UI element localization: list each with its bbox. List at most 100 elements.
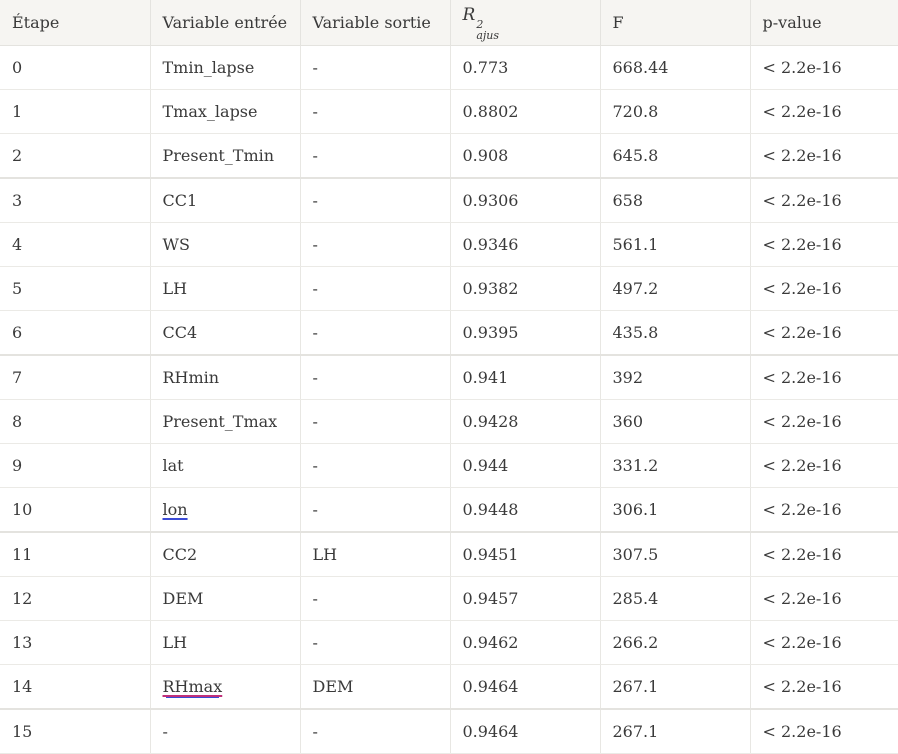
cell-r2-ajus: 0.9448 [450, 487, 601, 533]
cell-variable-sortie-text: - [312, 500, 318, 519]
cell-p-value-text: < 2.2e-16 [762, 146, 842, 165]
cell-r2-ajus: 0.8802 [450, 89, 601, 134]
cell-r2-ajus: 0.9464 [450, 664, 601, 710]
table-row: 8 Present_Tmax - 0.9428 360 < 2.2e-16 [0, 399, 898, 444]
cell-variable-sortie: - [300, 708, 451, 754]
cell-f: 285.4 [600, 576, 751, 621]
cell-p-value: < 2.2e-16 [750, 310, 898, 356]
cell-variable-sortie: - [300, 620, 451, 665]
cell-r2-ajus-text: 0.941 [462, 368, 509, 387]
header-etape: Étape [0, 0, 151, 46]
cell-etape: 7 [0, 354, 151, 400]
cell-f-text: 267.1 [612, 677, 659, 696]
cell-r2-ajus: 0.9451 [450, 531, 601, 577]
cell-p-value-text: < 2.2e-16 [762, 412, 842, 431]
cell-r2-ajus-text: 0.9464 [462, 677, 519, 696]
cell-p-value: < 2.2e-16 [750, 664, 898, 710]
cell-etape-text: 7 [12, 368, 23, 387]
cell-f-text: 266.2 [612, 633, 659, 652]
table-body: 0 Tmin_lapse - 0.773 668.44 < 2.2e-16 1 Tmax_la… [0, 45, 898, 754]
cell-etape-text: 0 [12, 58, 23, 77]
cell-p-value: < 2.2e-16 [750, 576, 898, 621]
cell-r2-ajus: 0.773 [450, 45, 601, 90]
cell-r2-ajus: 0.9306 [450, 177, 601, 223]
table-row: 3 CC1 - 0.9306 658 < 2.2e-16 [0, 177, 898, 223]
cell-variable-sortie: - [300, 310, 451, 356]
cell-variable-entree: RHmax [150, 664, 301, 710]
cell-r2-ajus: 0.9382 [450, 266, 601, 311]
cell-etape: 11 [0, 531, 151, 577]
cell-etape-text: 11 [12, 545, 33, 564]
cell-f: 266.2 [600, 620, 751, 665]
cell-variable-sortie-text: - [312, 368, 318, 387]
cell-p-value: < 2.2e-16 [750, 708, 898, 754]
cell-r2-ajus: 0.908 [450, 133, 601, 179]
table-row: 7 RHmin - 0.941 392 < 2.2e-16 [0, 354, 898, 400]
cell-f: 331.2 [600, 443, 751, 488]
cell-variable-entree: DEM [150, 576, 301, 621]
cell-variable-entree: Present_Tmax [150, 399, 301, 444]
cell-f-text: 267.1 [612, 722, 659, 741]
cell-variable-entree: LH [150, 620, 301, 665]
cell-f: 497.2 [600, 266, 751, 311]
cell-p-value: < 2.2e-16 [750, 45, 898, 90]
cell-variable-sortie-text: - [312, 58, 318, 77]
cell-r2-ajus-text: 0.9382 [462, 279, 519, 298]
cell-variable-sortie-text: - [312, 323, 318, 342]
cell-r2-ajus-text: 0.9451 [462, 545, 519, 564]
cell-variable-entree-text: Tmin_lapse [162, 58, 255, 77]
cell-p-value: < 2.2e-16 [750, 531, 898, 577]
table-row: 4 WS - 0.9346 561.1 < 2.2e-16 [0, 222, 898, 267]
cell-f-text: 360 [612, 412, 644, 431]
cell-f: 668.44 [600, 45, 751, 90]
r2-ajus-symbol: R 2 ajus [462, 4, 500, 42]
cell-r2-ajus-text: 0.9462 [462, 633, 519, 652]
cell-etape-text: 4 [12, 235, 23, 254]
cell-etape: 8 [0, 399, 151, 444]
cell-p-value-text: < 2.2e-16 [762, 102, 842, 121]
cell-f: 307.5 [600, 531, 751, 577]
cell-variable-sortie-text: - [312, 102, 318, 121]
cell-etape: 4 [0, 222, 151, 267]
cell-variable-entree-text: DEM [162, 589, 204, 608]
cell-f: 645.8 [600, 133, 751, 179]
cell-variable-sortie-text: LH [312, 545, 338, 564]
cell-variable-sortie: - [300, 443, 451, 488]
cell-etape-text: 6 [12, 323, 23, 342]
table-row: 2 Present_Tmin - 0.908 645.8 < 2.2e-16 [0, 133, 898, 179]
cell-f: 306.1 [600, 487, 751, 533]
cell-r2-ajus-text: 0.9448 [462, 500, 519, 519]
cell-etape: 9 [0, 443, 151, 488]
cell-etape-text: 14 [12, 677, 33, 696]
cell-variable-entree-text: WS [162, 235, 190, 254]
table-row: 0 Tmin_lapse - 0.773 668.44 < 2.2e-16 [0, 45, 898, 90]
table-row: 14 RHmax DEM 0.9464 267.1 < 2.2e-16 [0, 664, 898, 710]
cell-variable-entree: RHmin [150, 354, 301, 400]
cell-p-value: < 2.2e-16 [750, 89, 898, 134]
cell-r2-ajus-text: 0.773 [462, 58, 509, 77]
cell-variable-entree-text: RHmax [162, 677, 223, 696]
cell-p-value-text: < 2.2e-16 [762, 323, 842, 342]
cell-f: 720.8 [600, 89, 751, 134]
cell-variable-entree-text: LH [162, 633, 188, 652]
cell-f-text: 497.2 [612, 279, 659, 298]
cell-p-value-text: < 2.2e-16 [762, 191, 842, 210]
cell-p-value-text: < 2.2e-16 [762, 368, 842, 387]
cell-variable-entree-text: CC2 [162, 545, 198, 564]
cell-r2-ajus-text: 0.9306 [462, 191, 519, 210]
cell-variable-entree: lon [150, 487, 301, 533]
cell-variable-sortie-text: - [312, 279, 318, 298]
table-row: 12 DEM - 0.9457 285.4 < 2.2e-16 [0, 576, 898, 621]
cell-p-value-text: < 2.2e-16 [762, 58, 842, 77]
cell-p-value: < 2.2e-16 [750, 266, 898, 311]
cell-variable-entree: Tmax_lapse [150, 89, 301, 134]
cell-variable-entree-text: - [162, 722, 168, 741]
cell-variable-entree-text: lon [162, 500, 188, 519]
cell-variable-entree-text: RHmin [162, 368, 220, 387]
cell-etape: 0 [0, 45, 151, 90]
cell-variable-entree-text: Present_Tmax [162, 412, 278, 431]
cell-p-value-text: < 2.2e-16 [762, 589, 842, 608]
header-f: F [600, 0, 751, 46]
